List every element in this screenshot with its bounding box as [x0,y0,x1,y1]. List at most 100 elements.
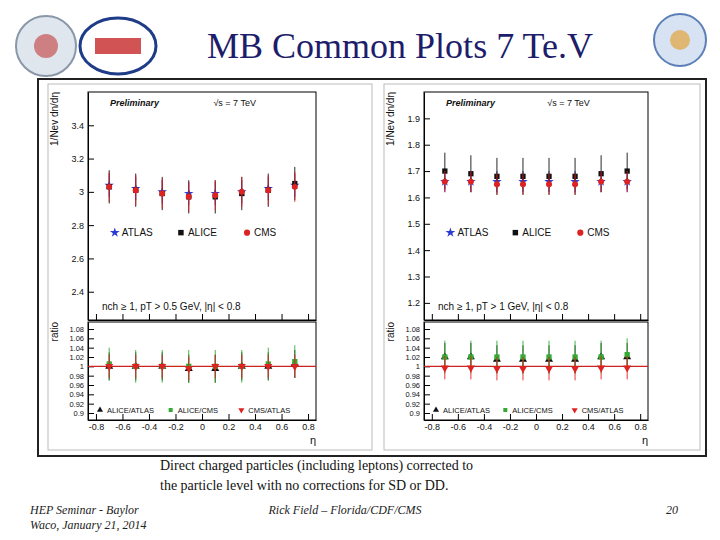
series [440,171,632,192]
y-tick: 0.96 [405,381,430,390]
y-tick: 0.94 [405,390,430,399]
y-tick-label: 1.04 [405,344,420,353]
y-tick-label: 1.02 [405,353,420,362]
y-tick-label: 1.06 [405,334,420,343]
series [104,174,299,206]
x-tick-mark [562,414,563,420]
y-tick-label: 0.98 [405,372,420,381]
data-layer [88,345,316,382]
x-tick-label: -0.6 [115,422,131,432]
y-tick-label: 1.7 [407,166,420,176]
x-tick-mark [282,314,283,320]
y-tick: 1.06 [69,334,94,343]
legend-item: ATLAS [445,227,488,238]
series [441,343,631,373]
data-point [520,181,526,187]
y-tick-label: 1.5 [407,219,420,229]
x-tick-mark [432,414,433,420]
x-tick: 0.2 [556,414,569,432]
y-tick: 1.6 [407,193,430,203]
data-point [132,364,140,371]
y-tick: 3 [79,187,94,197]
y-tick: 3.4 [71,121,94,131]
y-tick-mark [88,292,94,293]
y-tick: 1.9 [407,114,430,124]
data-point [291,364,299,371]
y-tick-mark [424,338,430,339]
y-tick-label: 1.2 [407,298,420,308]
x-tick-mark [229,414,230,420]
data-point [212,192,218,198]
energy-label: √s = 7 TeV [547,98,590,108]
legend-marker [244,230,250,236]
x-tick [282,314,283,320]
y-tick: 1.04 [69,344,94,353]
legend-item: ALICE/CMS [169,406,218,415]
y-tick-label: 2.4 [71,287,84,297]
y-tick-mark [88,404,94,405]
series [442,171,630,195]
y-tick-mark [424,348,430,349]
x-tick: -0.2 [503,414,519,432]
y-tick-mark [88,348,94,349]
x-tick-label: -0.8 [425,422,441,432]
y-tick-mark [88,258,94,259]
x-tick: -0.4 [142,414,158,432]
y-tick: 1.7 [407,166,430,176]
data-point [467,365,475,372]
y-axis: 0.90.920.940.960.9811.021.041.061.08 [405,323,430,421]
y-tick-label: 1.9 [407,114,420,124]
slide-title: MB Common Plots 7 Te.V [207,26,593,66]
plot: 1.21.31.41.51.61.71.81.9 [407,92,648,321]
x-tick-mark [175,314,176,320]
y-tick-mark [88,225,94,226]
y-tick: 0.96 [69,381,94,390]
y-tick: 1.06 [405,334,430,343]
series [107,345,298,382]
logo-cdf-band [95,38,141,54]
reference-line [424,366,648,367]
y-tick-label: 3.2 [71,154,84,164]
x-axis-title: η [642,434,648,446]
x-tick-mark [484,314,485,320]
y-tick-label: 1.06 [69,334,84,343]
y-tick-mark [424,357,430,358]
y-tick: 0.98 [69,372,94,381]
data-point [468,179,474,185]
y-tick-label: 0.9 [410,409,420,418]
y-tick-mark [424,404,430,405]
data-point [238,364,246,371]
data-point [186,194,191,199]
y-tick-label: 2.8 [71,221,84,231]
x-tick-mark [640,414,641,420]
legend-marker [238,408,244,413]
y-tick-label: 1.8 [407,140,420,150]
y-tick-mark [88,413,94,414]
legend-marker [445,227,455,236]
data-point [158,364,166,371]
data-layer [104,167,299,214]
legend-label: ALICE/ATLAS [107,406,154,415]
data-point [624,179,630,185]
data-point [441,365,449,372]
y-tick-label: 0.98 [69,372,84,381]
y-axis-title: 1/Nev dn/dη [49,92,60,146]
y-tick-mark [424,197,430,198]
x-tick: -0.6 [115,414,131,432]
legend-marker [513,230,518,235]
legend-label: ALICE [188,227,217,238]
x-tick-mark [510,414,511,420]
error-bar [294,345,295,378]
y-tick-mark [424,385,430,386]
y-tick-label: 1.3 [407,272,420,282]
y-tick-mark [424,303,430,304]
plot: -0.8-0.6-0.4-0.200.20.40.60.80.90.920.94… [69,322,316,432]
y-tick-mark [88,357,94,358]
y-tick-mark [88,338,94,339]
x-axis: -0.8-0.6-0.4-0.200.20.40.60.8 [89,414,317,432]
data-point [572,181,578,187]
data-point [546,181,552,187]
x-tick-label: -0.6 [451,422,467,432]
error-bar [601,155,602,192]
error-bar [549,158,550,195]
